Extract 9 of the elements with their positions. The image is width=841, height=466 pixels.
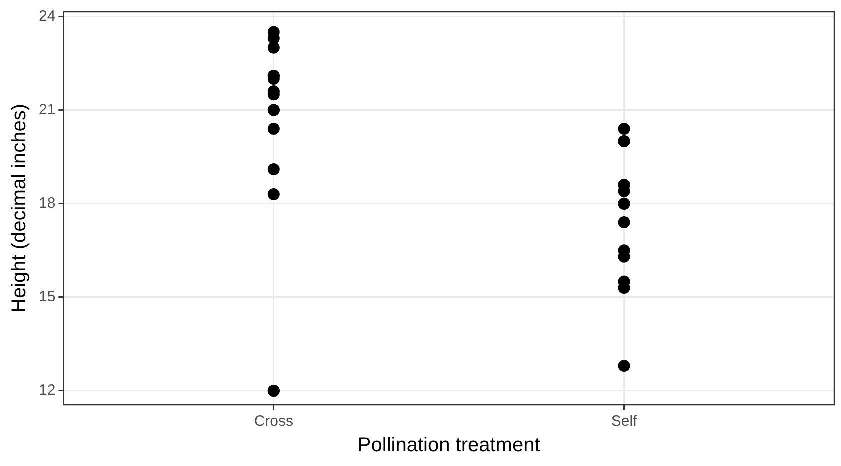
- y-tick-label: 18: [38, 194, 56, 212]
- y-tick-label: 15: [38, 288, 56, 306]
- x-tick-label: Self: [611, 413, 638, 430]
- x-tick-label: Cross: [254, 413, 294, 430]
- x-axis-title: Pollination treatment: [358, 434, 541, 457]
- y-tick-label: 24: [38, 8, 56, 25]
- y-tick-label: 12: [38, 382, 56, 400]
- y-axis-title: Height (decimal inches): [8, 104, 31, 313]
- y-tick-label: 21: [38, 101, 56, 118]
